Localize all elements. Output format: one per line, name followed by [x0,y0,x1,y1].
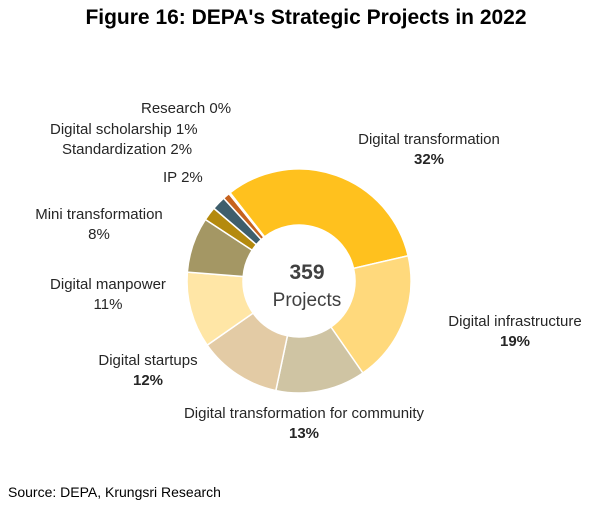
slice-value: 0% [209,100,232,117]
chart-title: Figure 16: DEPA's Strategic Projects in … [85,6,527,29]
slice-value: 13% [288,425,320,442]
slice-name: Mini transformation [35,206,163,223]
slice-value: 1% [175,121,198,138]
slice-name: Digital startups [98,352,198,369]
slice-label-digital-startups: Digital startups 12% [88,351,208,391]
slice-label-digital-transformation-for-community: Digital transformation for community 13% [156,404,452,444]
slice-label-digital-manpower: Digital manpower 11% [38,275,178,315]
slice-digital-infrastructure [329,254,412,375]
slice-value: 19% [499,333,531,350]
slice-value: 2% [170,141,193,158]
slice-label-standardization: Standardization 2% [62,140,192,160]
slice-research [227,191,266,239]
slice-value: 11% [93,296,123,313]
slice-value: 12% [132,372,164,389]
slice-name: Digital manpower [50,276,166,293]
slice-name: IP [163,169,177,186]
slice-label-digital-infrastructure: Digital infrastructure 19% [433,312,597,352]
slice-name: Digital transformation for community [183,405,425,422]
center-label: Projects [272,290,342,311]
slice-label-digital-scholarship: Digital scholarship 1% [50,120,198,140]
slice-value: 8% [88,226,110,243]
slice-label-research: Research 0% [141,99,231,119]
slice-name: Digital scholarship [50,121,172,138]
slice-name: Research [141,100,206,117]
slice-name: Digital transformation [358,131,500,148]
slice-name: Digital infrastructure [448,313,582,330]
slice-digital-transformation [228,168,410,270]
center-value: 359 [289,261,325,284]
slice-label-digital-transformation: Digital transformation 32% [343,130,515,170]
slice-label-ip: IP 2% [163,168,203,188]
source-note: Source: DEPA, Krungsri Research [8,484,221,500]
slice-value: 32% [413,151,445,168]
slice-label-mini-transformation: Mini transformation 8% [20,205,178,245]
slice-name: Standardization [62,141,167,158]
slice-value: 2% [181,169,203,186]
